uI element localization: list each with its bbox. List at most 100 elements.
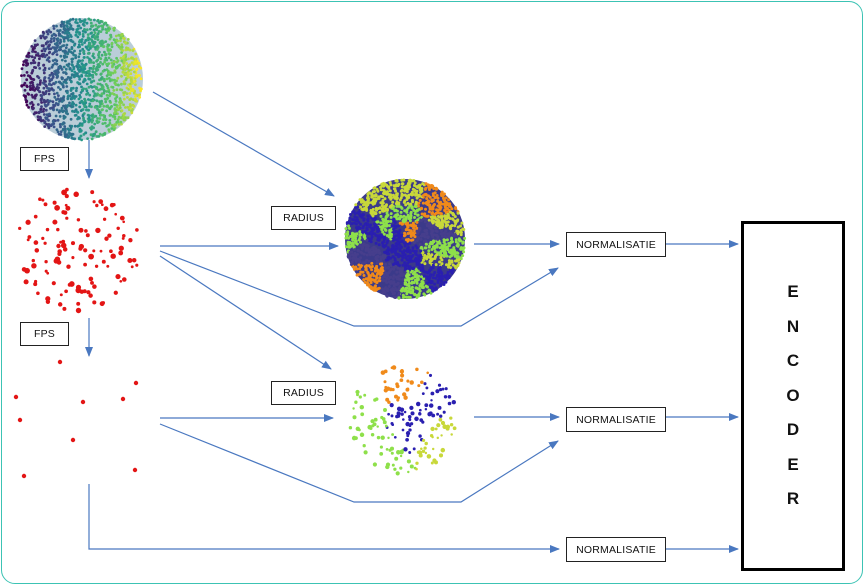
point: [87, 17, 91, 21]
cluster-point: [400, 194, 404, 197]
point: [25, 100, 28, 104]
cluster-point: [450, 260, 454, 264]
cluster-point: [418, 408, 422, 412]
point: [51, 46, 55, 49]
cluster-point: [419, 418, 424, 422]
point: [69, 38, 73, 42]
point: [133, 70, 136, 74]
cluster-point: [461, 241, 465, 245]
cluster-point: [446, 248, 450, 252]
cluster-point: [348, 250, 352, 254]
point: [48, 112, 51, 116]
cluster-point: [406, 289, 410, 293]
point: [45, 90, 48, 93]
cluster-point: [373, 225, 377, 229]
point: [131, 67, 135, 70]
point: [127, 57, 130, 61]
cluster-point: [380, 370, 386, 375]
cluster-point: [428, 285, 432, 289]
point: [71, 17, 75, 21]
cluster-point: [388, 233, 392, 237]
fps-point: [51, 281, 56, 286]
point: [52, 24, 55, 28]
point: [116, 59, 120, 63]
point: [81, 23, 85, 26]
cluster-point: [372, 228, 376, 232]
cluster-point: [355, 242, 358, 245]
cluster-point: [395, 230, 399, 234]
cluster-point: [430, 391, 435, 396]
cluster-point: [372, 197, 376, 201]
cluster-point: [366, 217, 370, 221]
point: [96, 35, 99, 39]
cluster-point: [413, 184, 416, 187]
cluster-point: [432, 239, 435, 243]
point: [96, 46, 100, 49]
point: [104, 100, 108, 104]
cluster-point: [401, 296, 405, 299]
cluster-point: [449, 227, 453, 231]
cluster-point: [460, 221, 464, 225]
point: [106, 49, 110, 52]
cluster-point: [390, 451, 394, 455]
cluster-point: [430, 231, 433, 235]
fps-point: [44, 269, 48, 273]
point: [40, 94, 44, 98]
cluster-point: [374, 241, 378, 245]
cluster-point: [411, 187, 415, 191]
cluster-point: [388, 205, 392, 209]
cluster-point: [422, 270, 426, 274]
cluster-point: [358, 395, 362, 399]
point: [39, 34, 42, 38]
point: [42, 113, 46, 116]
point: [137, 65, 141, 68]
cluster-point: [361, 226, 365, 230]
cluster-point: [443, 250, 446, 254]
cluster-point: [435, 389, 440, 394]
point: [111, 114, 115, 118]
point: [31, 68, 35, 72]
fps-point: [66, 264, 71, 269]
cluster-point: [369, 237, 373, 241]
point: [138, 95, 142, 99]
cluster-point: [428, 259, 432, 263]
fps-point: [36, 291, 40, 296]
cluster-point: [430, 253, 434, 257]
fps-point: [60, 242, 67, 249]
cluster-point: [393, 262, 397, 265]
cluster-point: [363, 235, 367, 239]
cluster-point: [377, 238, 381, 242]
cluster-point: [380, 207, 384, 211]
cluster-point: [366, 222, 370, 226]
cluster-point: [387, 436, 390, 440]
point: [74, 108, 78, 111]
encoder-letter: D: [786, 420, 800, 440]
encoder-letter: E: [787, 454, 799, 474]
fps-point: [92, 249, 96, 253]
point: [105, 90, 108, 93]
point: [93, 105, 97, 109]
point: [102, 118, 105, 121]
cluster-point: [375, 272, 379, 276]
cluster-point: [378, 276, 382, 280]
cluster-point: [384, 424, 388, 428]
cluster-point: [428, 221, 431, 225]
cluster-point: [351, 238, 355, 242]
point: [99, 72, 103, 76]
cluster-point: [439, 271, 442, 275]
cluster-point: [400, 412, 404, 416]
point: [62, 26, 66, 30]
point: [84, 74, 88, 77]
cluster-point: [390, 366, 394, 370]
point: [56, 97, 60, 101]
fps-point: [70, 437, 76, 443]
cluster-point: [415, 367, 419, 372]
cluster-point: [377, 243, 381, 247]
cluster-point: [449, 416, 453, 420]
point: [94, 72, 98, 76]
point: [73, 43, 76, 47]
cluster-point: [456, 225, 460, 229]
point: [65, 21, 69, 25]
point: [85, 93, 88, 96]
point: [126, 105, 130, 109]
